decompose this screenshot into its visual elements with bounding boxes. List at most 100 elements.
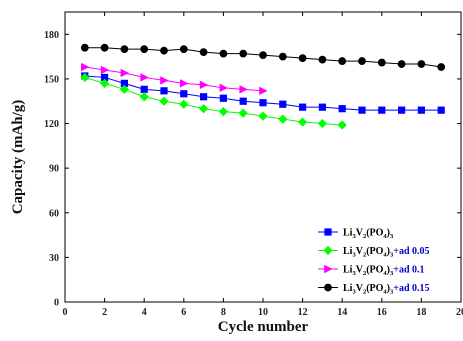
data-point xyxy=(160,46,168,55)
data-point xyxy=(279,100,287,108)
legend-item: Li3V2(PO4)3+ad 0.15 xyxy=(318,283,430,296)
legend-subscript: 3 xyxy=(390,252,394,259)
data-point xyxy=(199,104,209,114)
data-point xyxy=(179,99,189,109)
data-point xyxy=(199,48,208,57)
legend-marker xyxy=(324,283,332,292)
legend-text: V xyxy=(356,228,364,239)
legend-item: Li3V2(PO4)3+ad 0.05 xyxy=(318,245,430,259)
data-point xyxy=(239,49,248,58)
series-0 xyxy=(81,72,445,114)
data-point xyxy=(358,57,366,65)
data-point xyxy=(120,79,128,87)
legend-text: Li xyxy=(343,228,353,239)
legend-text: V xyxy=(356,283,364,294)
data-point xyxy=(417,106,425,114)
x-tick-label: 2 xyxy=(102,307,107,318)
data-point xyxy=(200,93,208,101)
data-point xyxy=(120,68,129,78)
x-tick-label: 0 xyxy=(63,307,68,318)
series-line xyxy=(84,66,264,92)
data-point xyxy=(120,45,129,54)
legend-subscript: 4 xyxy=(383,270,387,277)
legend-item: Li3V2(PO4)3+ad 0.1 xyxy=(318,264,425,277)
data-point xyxy=(81,62,90,72)
data-point xyxy=(199,80,209,90)
data-point xyxy=(337,120,347,130)
axis-ticks: 0 2 4 6 8 10 12 14 16 18 20 0 30 60 90 120 150 180 xyxy=(44,12,463,318)
series-3 xyxy=(80,43,446,71)
legend-text: ) xyxy=(387,265,390,276)
legend-marker xyxy=(324,228,332,236)
data-point xyxy=(180,90,188,98)
x-tick-label: 20 xyxy=(456,307,463,318)
data-point xyxy=(179,45,188,54)
legend-text: ) xyxy=(387,228,390,239)
series-1 xyxy=(80,72,347,130)
data-point xyxy=(101,73,109,82)
data-point xyxy=(259,51,267,60)
x-tick-label: 16 xyxy=(377,307,387,318)
data-point xyxy=(239,97,247,105)
data-point xyxy=(278,52,287,61)
data-point xyxy=(219,94,227,102)
data-point xyxy=(218,107,228,117)
legend-text: +ad 0.05 xyxy=(393,246,429,257)
legend-subscript: 3 xyxy=(352,289,356,296)
y-tick-label: 0 xyxy=(54,298,59,309)
x-tick-label: 10 xyxy=(258,307,268,318)
data-point xyxy=(259,86,268,96)
x-tick-label: 14 xyxy=(337,307,347,318)
data-point xyxy=(180,79,189,88)
legend-subscript: 2 xyxy=(363,233,366,240)
data-point xyxy=(417,60,426,68)
legend-subscript: 2 xyxy=(363,270,366,277)
legend-label: Li3V2(PO4)3+ad 0.05 xyxy=(343,246,430,259)
series-2 xyxy=(81,62,268,96)
data-point xyxy=(119,84,129,94)
data-point xyxy=(338,105,346,113)
data-point xyxy=(338,57,347,65)
legend-text: (PO xyxy=(366,246,383,257)
data-point xyxy=(298,54,307,63)
legend-text: Li xyxy=(343,283,353,294)
legend-text: +ad 0.1 xyxy=(393,265,424,276)
x-tick-label: 8 xyxy=(221,307,226,318)
legend-marker xyxy=(323,245,333,256)
data-point xyxy=(219,83,228,93)
legend-subscript: 2 xyxy=(363,252,366,259)
legend-subscript: 3 xyxy=(352,233,356,240)
legend-text: ) xyxy=(387,246,390,257)
legend-text: V xyxy=(356,265,364,276)
y-axis-label: Capacity (mAh/g) xyxy=(10,100,26,215)
y-tick-label: 30 xyxy=(49,253,59,264)
data-point xyxy=(238,108,248,118)
legend-text: (PO xyxy=(366,283,383,294)
data-point xyxy=(100,43,109,52)
data-point xyxy=(140,73,149,82)
legend-item: Li3V2(PO4)3 xyxy=(318,228,394,240)
legend-text: (PO xyxy=(366,265,383,276)
data-point xyxy=(159,96,169,106)
legend-text: V xyxy=(356,246,364,257)
data-point xyxy=(140,85,148,93)
legend-subscript: 2 xyxy=(363,289,366,296)
data-point xyxy=(100,78,110,88)
y-tick-label: 180 xyxy=(44,30,59,41)
y-tick-label: 120 xyxy=(44,119,59,130)
legend-subscript: 3 xyxy=(352,270,356,277)
data-point xyxy=(358,106,366,114)
legend-marker xyxy=(324,264,333,274)
x-tick-label: 12 xyxy=(298,307,308,318)
data-point xyxy=(437,63,446,71)
data-point xyxy=(100,65,110,75)
data-point xyxy=(397,60,406,68)
legend-subscript: 3 xyxy=(352,252,356,259)
legend-text: Li xyxy=(343,246,353,257)
data-point xyxy=(437,106,445,114)
legend-subscript: 3 xyxy=(390,289,394,296)
legend-text: ) xyxy=(387,283,390,294)
data-point xyxy=(219,49,228,58)
legend-text: Li xyxy=(343,265,353,276)
